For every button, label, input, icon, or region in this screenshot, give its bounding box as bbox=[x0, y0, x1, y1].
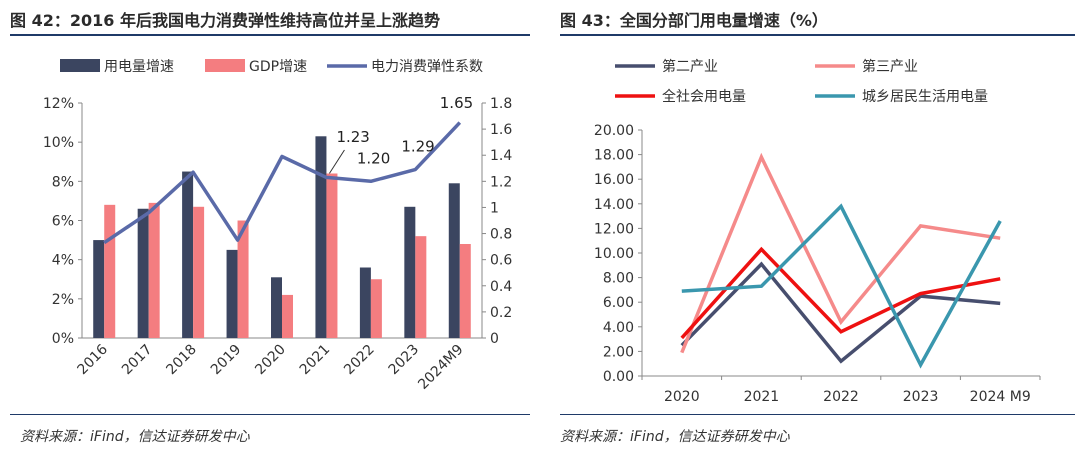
bar-gdp bbox=[237, 220, 249, 338]
y-tick-label: 12.00 bbox=[594, 221, 634, 237]
x-tick-label: 2021 bbox=[744, 389, 780, 405]
y-tick-label: 10.00 bbox=[594, 246, 634, 262]
bar-electricity bbox=[404, 206, 416, 338]
y-tick-label: 0.00 bbox=[603, 369, 634, 385]
elasticity-line bbox=[103, 121, 462, 245]
bar-electricity bbox=[182, 171, 194, 338]
legend-label-3: 全社会用电量 bbox=[662, 88, 746, 105]
left-y-tick-label: 0% bbox=[52, 331, 74, 347]
y-tick-label: 8.00 bbox=[603, 271, 634, 287]
x-tick-label: 2017 bbox=[119, 342, 156, 379]
legend-label-2: GDP增速 bbox=[249, 59, 307, 75]
bar-gdp bbox=[415, 236, 427, 338]
x-tick-label: 2022 bbox=[823, 389, 859, 405]
bar-electricity bbox=[271, 277, 282, 338]
y-tick-label: 20.00 bbox=[594, 123, 634, 139]
residential-line bbox=[681, 203, 1002, 369]
x-tick-label: 2021 bbox=[297, 342, 334, 379]
bar-gdp bbox=[282, 294, 293, 338]
bar-gdp bbox=[148, 202, 160, 338]
x-tick-label: 2022 bbox=[341, 342, 378, 379]
right-title-rule bbox=[560, 34, 1075, 36]
left-y-tick-label: 4% bbox=[52, 253, 74, 269]
y-tick-label: 14.00 bbox=[594, 197, 634, 213]
left-chart-title: 图 42：2016 年后我国电力消费弹性维持高位并呈上涨趋势 bbox=[10, 11, 440, 30]
x-tick-label: 2020 bbox=[664, 389, 700, 405]
legend-swatch-1 bbox=[60, 59, 100, 72]
elasticity-annotation: 1.23 bbox=[336, 128, 369, 146]
x-tick-label: 2018 bbox=[163, 342, 200, 379]
bar-electricity bbox=[93, 240, 105, 338]
right-source-note: 资料来源：iFind，信达证券研发中心 bbox=[560, 429, 790, 445]
right-bottom-rule bbox=[560, 414, 1075, 415]
bar-electricity bbox=[315, 136, 327, 338]
left-y-tick-label: 8% bbox=[52, 174, 74, 190]
left-source-note: 资料来源：iFind，信达证券研发中心 bbox=[20, 429, 250, 445]
bar-gdp bbox=[459, 244, 471, 338]
y-tick-label: 6.00 bbox=[603, 295, 634, 311]
y-tick-label: 18.00 bbox=[594, 148, 634, 164]
elasticity-annotation: 1.65 bbox=[440, 94, 473, 112]
bar-gdp bbox=[370, 279, 382, 338]
y-tick-label: 4.00 bbox=[603, 320, 634, 336]
bar-gdp bbox=[193, 206, 205, 338]
left-y-tick-label: 2% bbox=[52, 292, 74, 308]
x-tick-label: 2016 bbox=[75, 341, 112, 378]
bar-gdp bbox=[326, 173, 338, 338]
tertiary-industry-line bbox=[680, 152, 1001, 354]
legend-label-3: 电力消费弹性系数 bbox=[371, 59, 483, 75]
legend-label-1: 用电量增速 bbox=[104, 59, 174, 75]
right-y-tick-label: 0.6 bbox=[490, 253, 512, 269]
bar-electricity bbox=[226, 249, 238, 338]
right-chart-title: 图 43：全国分部门用电量增速（%） bbox=[560, 11, 828, 30]
legend-swatch-2 bbox=[205, 59, 245, 72]
right-y-tick-label: 0.2 bbox=[490, 305, 512, 321]
right-y-tick-label: 0.4 bbox=[490, 279, 512, 295]
right-y-tick-label: 0.8 bbox=[490, 227, 512, 243]
bar-electricity bbox=[448, 183, 460, 338]
left-bottom-rule bbox=[10, 414, 530, 415]
left-chart-svg: 用电量增速 GDP增速 电力消费弹性系数 0% 2% 4% 6% 8% 10% 12% 0 0.2 0.… bbox=[43, 59, 512, 393]
x-tick-label: 2024M9 bbox=[415, 342, 466, 393]
y-tick-label: 16.00 bbox=[594, 172, 634, 188]
left-title-rule bbox=[10, 34, 530, 36]
left-y-tick-label: 6% bbox=[52, 214, 74, 230]
right-y-tick-label: 1.2 bbox=[490, 174, 512, 190]
bar-electricity bbox=[359, 267, 371, 338]
annotation-leader bbox=[329, 149, 345, 174]
left-chart-panel: 图 42：2016 年后我国电力消费弹性维持高位并呈上涨趋势 用电量增速 GDP增… bbox=[10, 11, 530, 445]
elasticity-annotation: 1.20 bbox=[357, 149, 390, 167]
x-tick-label: 2020 bbox=[252, 342, 289, 379]
secondary-industry-line bbox=[680, 261, 1001, 364]
x-tick-label: 2023 bbox=[386, 342, 423, 379]
right-chart-panel: 图 43：全国分部门用电量增速（%） 第二产业 第三产业全社会用电量 城乡居民生活用… bbox=[540, 0, 1080, 457]
elasticity-annotation: 1.29 bbox=[401, 138, 434, 156]
legend-label-1: 第二产业 bbox=[662, 58, 718, 75]
legend-label-4: 城乡居民生活用电量 bbox=[862, 89, 988, 105]
x-tick-label: 2024 M9 bbox=[970, 389, 1031, 405]
right-y-tick-label: 0 bbox=[490, 331, 499, 347]
bar-electricity bbox=[137, 208, 149, 338]
right-y-tick-label: 1.8 bbox=[490, 96, 512, 112]
total-consumption-line bbox=[680, 246, 1001, 340]
legend-label-2: 第三产业 bbox=[862, 58, 918, 75]
bar-gdp bbox=[104, 204, 116, 338]
right-y-tick-label: 1.6 bbox=[490, 122, 512, 138]
right-y-tick-label: 1 bbox=[490, 200, 499, 216]
x-tick-label: 2019 bbox=[208, 342, 245, 379]
right-y-tick-label: 1.4 bbox=[490, 148, 512, 164]
x-tick-label: 2023 bbox=[903, 389, 939, 405]
left-y-tick-label: 12% bbox=[43, 96, 74, 112]
y-tick-label: 2.00 bbox=[603, 344, 634, 360]
left-y-tick-label: 10% bbox=[43, 135, 74, 151]
